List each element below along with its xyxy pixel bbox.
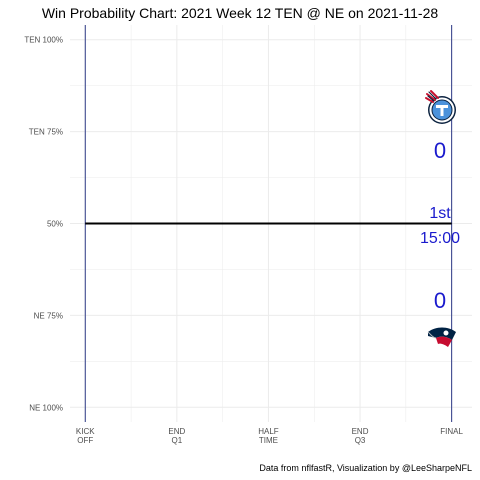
y-tick-labels: NE 100% NE 75% 50% TEN 75% TEN 100% — [24, 36, 63, 413]
y-tick-label: NE 75% — [34, 311, 63, 320]
x-tick-label: END Q3 — [352, 427, 369, 445]
x-tick-label: HALF TIME — [258, 427, 279, 445]
game-clock: 15:00 — [420, 230, 460, 247]
x-tick-label: KICK OFF — [76, 427, 95, 445]
x-tick-labels: KICK OFF END Q1 HALF TIME END Q3 FINAL — [76, 427, 464, 445]
y-tick-label: TEN 100% — [24, 36, 63, 45]
home-score: 0 — [434, 288, 446, 313]
titans-logo-icon — [425, 90, 456, 124]
patriots-logo-icon — [427, 327, 456, 347]
y-tick-label: NE 100% — [29, 403, 63, 412]
game-period: 1st — [429, 205, 451, 222]
y-tick-label: TEN 75% — [29, 128, 63, 137]
chart-caption: Data from nflfastR, Visualization by @Le… — [259, 463, 472, 473]
away-score: 0 — [434, 138, 446, 163]
x-tick-label: FINAL — [440, 427, 463, 436]
y-tick-label: 50% — [47, 220, 63, 229]
chart-title: Win Probability Chart: 2021 Week 12 TEN … — [41, 5, 439, 21]
x-tick-label: END Q1 — [168, 427, 185, 445]
